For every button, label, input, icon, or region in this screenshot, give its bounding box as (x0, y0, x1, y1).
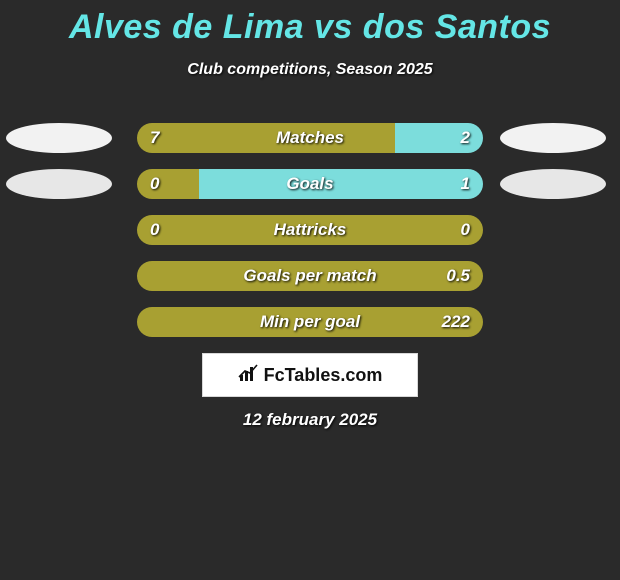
value-right: 0 (461, 215, 470, 245)
bar-left (137, 307, 483, 337)
value-left: 0 (150, 215, 159, 245)
comparison-row: 01Goals (0, 166, 620, 212)
value-right: 2 (461, 123, 470, 153)
bar-track (137, 169, 483, 199)
player-right-marker (500, 123, 606, 153)
value-right: 0.5 (446, 261, 470, 291)
bar-track (137, 261, 483, 291)
comparison-row: 0.5Goals per match (0, 258, 620, 304)
player-right-marker (500, 169, 606, 199)
bar-left (137, 261, 483, 291)
bar-right (199, 169, 483, 199)
value-right: 222 (442, 307, 470, 337)
bar-left (137, 169, 199, 199)
player-left-marker (6, 169, 112, 199)
page-subtitle: Club competitions, Season 2025 (0, 61, 620, 79)
bar-track (137, 123, 483, 153)
brand-box: FcTables.com (202, 353, 418, 397)
bar-track (137, 215, 483, 245)
player-left-marker (6, 123, 112, 153)
brand-text: FcTables.com (264, 365, 383, 386)
comparison-row: 222Min per goal (0, 304, 620, 350)
bar-left (137, 215, 483, 245)
comparison-row: 00Hattricks (0, 212, 620, 258)
bar-chart-icon (238, 363, 260, 388)
comparison-rows: 72Matches01Goals00Hattricks0.5Goals per … (0, 120, 620, 350)
bar-track (137, 307, 483, 337)
value-right: 1 (461, 169, 470, 199)
value-left: 0 (150, 169, 159, 199)
bar-left (137, 123, 395, 153)
comparison-row: 72Matches (0, 120, 620, 166)
value-left: 7 (150, 123, 159, 153)
date-line: 12 february 2025 (0, 410, 620, 430)
page-title: Alves de Lima vs dos Santos (0, 0, 620, 47)
